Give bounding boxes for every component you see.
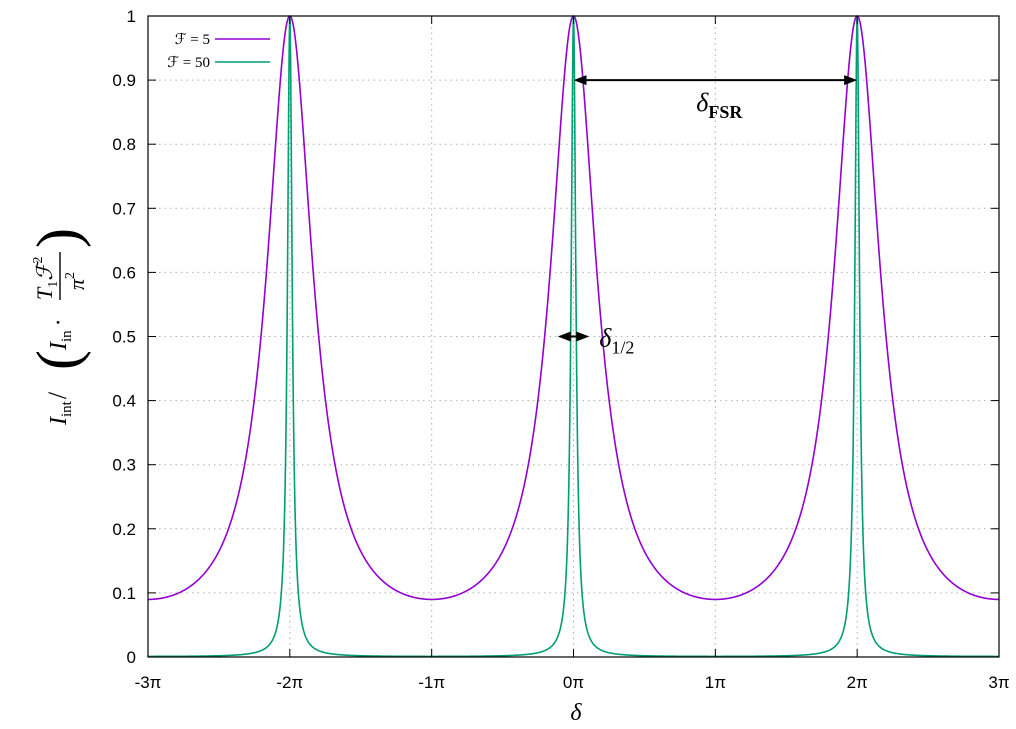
y-tick-label: 1 [127, 7, 136, 26]
x-axis-label: δ [570, 700, 582, 726]
y-label-numerator: T1ℱ2 [31, 256, 61, 300]
y-label-denominator: π2 [63, 272, 89, 290]
x-tick-label: -1π [418, 673, 445, 692]
y-tick-label: 0.3 [112, 456, 136, 475]
x-tick-label: 1π [705, 673, 726, 692]
y-tick-label: 0.8 [112, 135, 136, 154]
half-width-arrowhead-right [576, 331, 590, 342]
half-width-label: δ1/2 [599, 324, 634, 358]
legend-label-f50: ℱ = 50 [167, 55, 210, 71]
ticks: -3π -2π -1π 0π 1π 2π 3π 0 0.1 0.2 0.3 0.4 0.5 0.6 0.7 0… [112, 7, 1009, 692]
y-tick-label: 0.4 [112, 392, 136, 411]
y-tick-label: 0.1 [112, 584, 136, 603]
annotations: δFSR δ1/2 [557, 75, 858, 358]
half-width-arrowhead-left [557, 331, 571, 342]
x-tick-label: -3π [135, 673, 162, 692]
y-tick-label: 0.9 [112, 71, 136, 90]
y-label-iint: Iint/ [43, 391, 75, 426]
x-tick-label: 3π [988, 673, 1009, 692]
fsr-label: δFSR [696, 88, 743, 122]
x-tick-label: 0π [563, 673, 584, 692]
y-tick-label: 0.6 [112, 263, 136, 282]
x-tick-label: -2π [276, 673, 303, 692]
y-tick-label: 0 [127, 648, 136, 667]
y-label-paren-close: ) [25, 228, 91, 248]
fsr-arrowhead-left [573, 75, 587, 86]
y-label-iin: Iin· [46, 318, 75, 351]
y-tick-label: 0.2 [112, 520, 136, 539]
legend-label-f5: ℱ = 5 [175, 32, 210, 48]
y-label-paren-open: ( [25, 350, 91, 370]
y-tick-label: 0.7 [112, 199, 136, 218]
y-axis-label: Iint/ ( Iin· T1ℱ2 π2 ) [25, 228, 91, 426]
y-tick-label: 0.5 [112, 328, 136, 347]
fsr-arrowhead-right [844, 75, 858, 86]
x-tick-label: 2π [847, 673, 868, 692]
legend: ℱ = 5 ℱ = 50 [167, 32, 270, 71]
